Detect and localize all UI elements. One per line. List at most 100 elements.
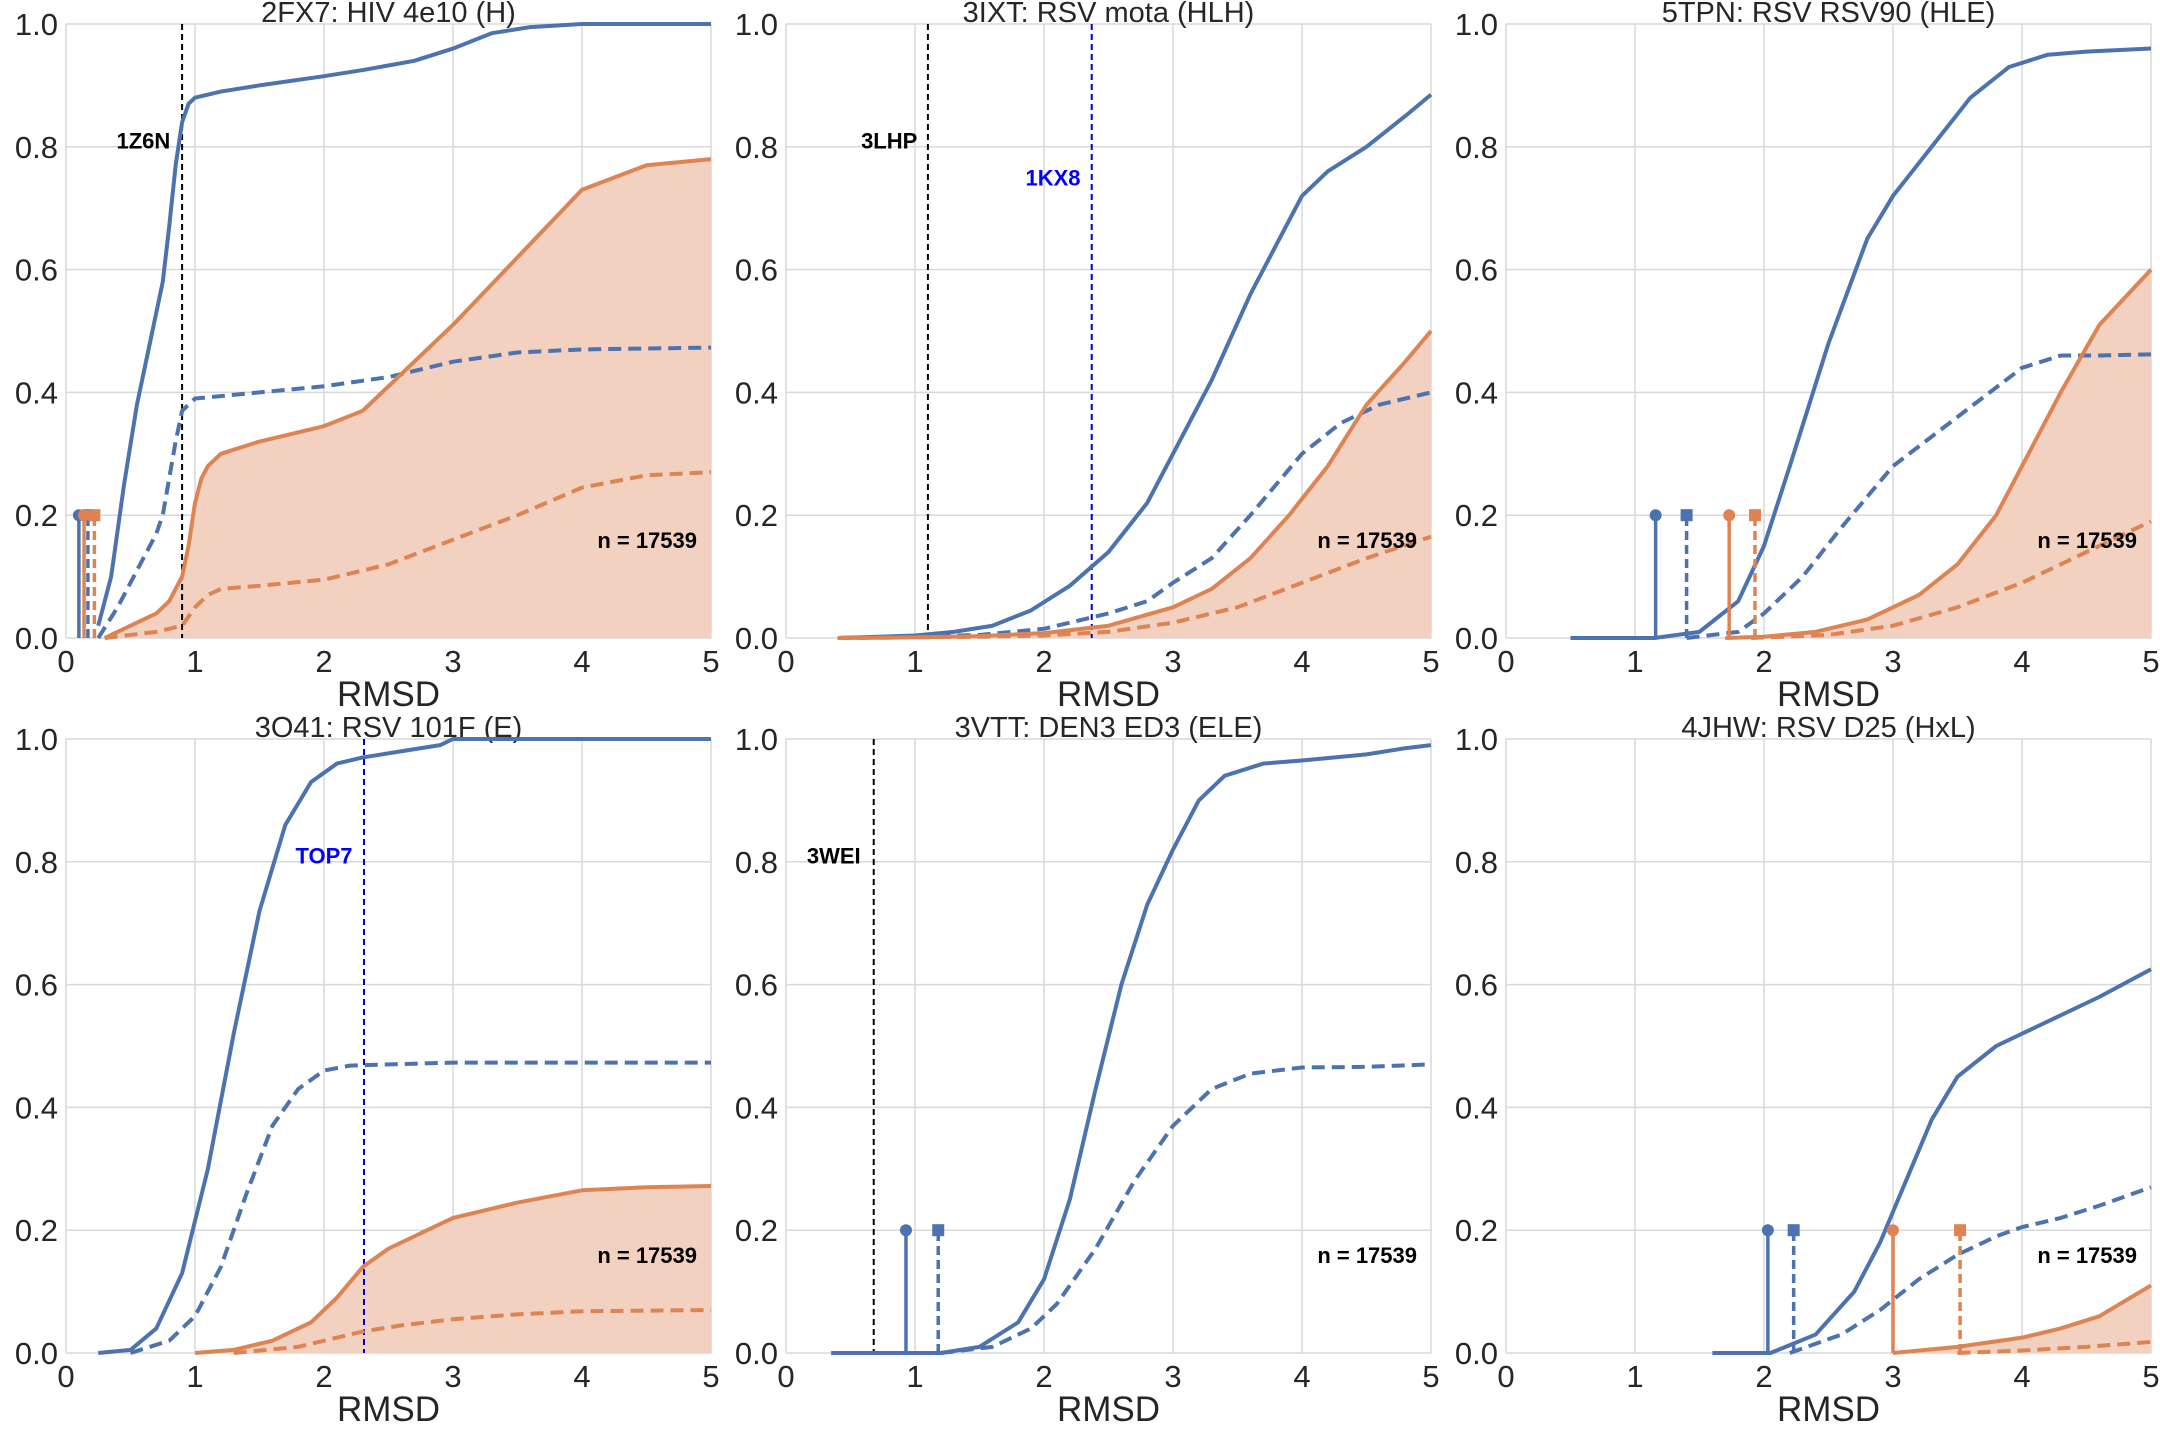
x-tick-label: 3 <box>1884 644 1901 679</box>
series-line <box>104 470 712 640</box>
series-area <box>837 331 1431 638</box>
sample-size-label: n = 17539 <box>597 528 697 553</box>
chart-svg: 0 1 2 3 4 50.00.20.40.60.81.0 3O41: RSV 101F (… <box>15 712 720 1429</box>
x-tick-label: 2 <box>1755 1359 1772 1394</box>
y-tick-label: 0.0 <box>15 621 58 656</box>
y-tick-label: 0.0 <box>735 1336 778 1371</box>
y-tick-label: 0.6 <box>735 253 778 288</box>
x-tick-label: 0 <box>57 1359 74 1394</box>
x-axis-label: RMSD <box>1777 1390 1880 1429</box>
x-tick-label: 4 <box>2013 644 2030 679</box>
reference-label: TOP7 <box>295 844 352 869</box>
chart-title: 3IXT: RSV mota (HLH) <box>963 0 1255 29</box>
stem-marker <box>78 509 91 522</box>
x-tick-label: 0 <box>777 1359 794 1394</box>
x-axis-label: RMSD <box>337 1390 440 1429</box>
y-tick-label: 0.6 <box>15 968 58 1003</box>
x-tick-label: 1 <box>1626 1359 1643 1394</box>
series-line <box>1789 1185 2152 1355</box>
x-tick-label: 5 <box>702 644 719 679</box>
x-tick-label: 3 <box>1164 644 1181 679</box>
chart-title: 4JHW: RSV D25 (HxL) <box>1681 715 1975 744</box>
y-tick-label: 0.8 <box>1455 845 1498 880</box>
series-line <box>96 22 711 627</box>
chart-svg: 0 1 2 3 4 5 0.0 0.2 0.4 0.6 0.8 1.0 5TPN: RSV RSV90 … <box>1455 0 2160 714</box>
y-tick-label: 0.2 <box>735 1213 778 1248</box>
chart-panel: 0 1 2 3 4 5 0.0 0.2 0.4 0.6 0.8 1.0 4JHW: RSV D25 (H… <box>1440 712 2160 1435</box>
x-tick-label: 4 <box>2013 1359 2030 1394</box>
stem-marker <box>1649 509 1662 522</box>
chart-svg: 0 1 2 3 4 5 0.0 0.2 0.4 0.6 0.8 1.0 3VTT: DEN3 ED3 (… <box>735 712 1440 1429</box>
series-line <box>96 345 712 640</box>
y-tick-label: 0.6 <box>1455 968 1498 1003</box>
sample-size-label: n = 17539 <box>1317 1243 1417 1268</box>
x-tick-label: 3 <box>1164 1359 1181 1394</box>
reference-label: 3LHP <box>861 129 917 154</box>
chart-svg: 0 1 2 3 4 5 0.0 0.2 0.4 0.6 0.8 1.0 3IXT: RSV mota (… <box>735 0 1440 714</box>
y-tick-label: 0.6 <box>15 253 58 288</box>
y-tick-label: 1.0 <box>15 722 58 757</box>
x-tick-label: 4 <box>1293 1359 1310 1394</box>
x-tick-label: 5 <box>2142 1359 2159 1394</box>
y-tick-label: 0.4 <box>735 375 778 410</box>
x-axis-label: RMSD <box>1057 1390 1160 1429</box>
y-tick-label: 0.8 <box>735 845 778 880</box>
x-tick-label: 2 <box>315 1359 332 1394</box>
y-tick-label: 0.8 <box>15 845 58 880</box>
x-tick-label: 0 <box>1497 644 1514 679</box>
y-tick-label: 0.4 <box>1455 375 1498 410</box>
series-line <box>1725 268 2153 640</box>
series-line <box>1712 967 2152 1355</box>
stem-marker <box>1748 509 1761 522</box>
chart-panel: 0 1 2 3 4 5 0.0 0.2 0.4 0.6 0.8 1.0 3IXT: RSV mota (… <box>720 0 1440 720</box>
x-tick-label: 1 <box>906 644 923 679</box>
reference-label: 3WEI <box>807 844 861 869</box>
y-tick-label: 0.4 <box>15 1090 58 1125</box>
x-axis-label: RMSD <box>337 675 440 714</box>
y-tick-label: 0.2 <box>1455 1213 1498 1248</box>
y-tick-label: 1.0 <box>735 7 778 42</box>
stem-marker <box>932 1224 945 1237</box>
series-area <box>1725 269 2151 638</box>
x-tick-label: 1 <box>906 1359 923 1394</box>
x-tick-label: 5 <box>702 1359 719 1394</box>
series-line <box>194 1183 712 1355</box>
x-tick-label: 5 <box>1422 1359 1439 1394</box>
series-line <box>233 1308 712 1355</box>
x-tick-label: 2 <box>1035 1359 1052 1394</box>
reference-label: 1KX8 <box>1026 166 1081 191</box>
stem-marker <box>1887 1224 1899 1237</box>
y-tick-label: 0.4 <box>735 1090 778 1125</box>
y-tick-label: 0.4 <box>15 375 58 410</box>
x-tick-label: 2 <box>315 644 332 679</box>
stem-marker <box>1680 509 1693 522</box>
y-tick-label: 0.0 <box>1455 621 1498 656</box>
x-tick-label: 3 <box>444 644 461 679</box>
sample-size-label: n = 17539 <box>2037 1243 2137 1268</box>
y-tick-label: 1.0 <box>15 7 58 42</box>
chart-title: 3VTT: DEN3 ED3 (ELE) <box>955 715 1263 744</box>
x-tick-label: 1 <box>1626 644 1643 679</box>
y-tick-label: 0.4 <box>1455 1090 1498 1125</box>
y-tick-label: 0.6 <box>735 968 778 1003</box>
series-line <box>1751 519 2152 640</box>
y-tick-label: 1.0 <box>1455 722 1498 757</box>
x-tick-label: 2 <box>1035 644 1052 679</box>
series-area <box>104 159 711 638</box>
series-area <box>1893 1285 2151 1353</box>
series-line <box>1892 1283 2153 1355</box>
y-tick-label: 0.0 <box>1455 1336 1498 1371</box>
x-tick-label: 0 <box>777 644 794 679</box>
chart-panel: 0 1 2 3 4 5 0.0 0.2 0.4 0.6 0.8 1.0 2FX7: HIV 4e10 (… <box>0 0 720 720</box>
y-tick-label: 0.2 <box>1455 498 1498 533</box>
sample-size-label: n = 17539 <box>597 1243 697 1268</box>
series-line <box>98 737 711 1355</box>
stem-marker <box>1761 1224 1774 1237</box>
stem-marker <box>1954 1224 1967 1237</box>
chart-svg: 0 1 2 3 4 5 0.0 0.2 0.4 0.6 0.8 1.0 4JHW: RSV D25 (H… <box>1455 712 2160 1429</box>
stem-marker <box>1723 509 1736 522</box>
x-axis-label: RMSD <box>1777 675 1880 714</box>
grid <box>1505 738 2152 1354</box>
series-line <box>129 1060 711 1355</box>
